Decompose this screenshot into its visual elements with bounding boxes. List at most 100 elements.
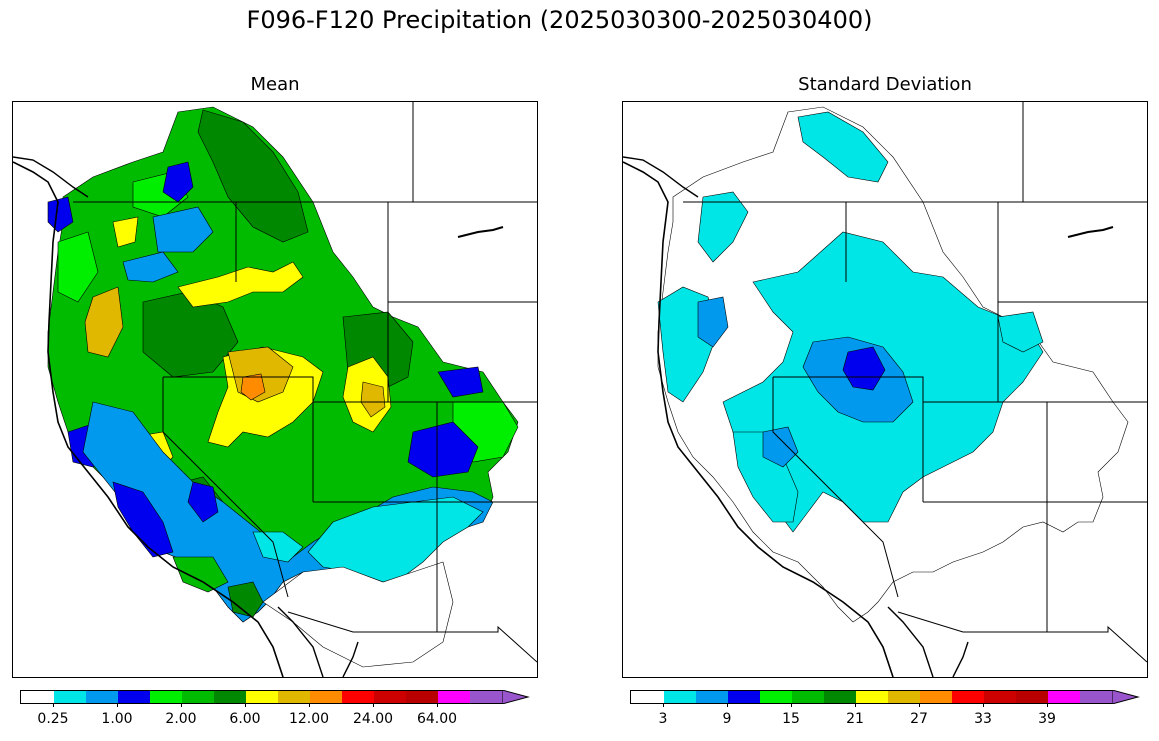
stddev-region-mediumblue-wa (697, 296, 729, 348)
stddev-tick-label-3: 21 (846, 711, 864, 727)
mean-map (12, 101, 538, 678)
stddev-tick-5 (983, 703, 984, 707)
stddev-colorbar (630, 690, 1114, 704)
stddev-colorbar-seg-6 (792, 691, 824, 703)
stddev-colorbar-seg-7 (824, 691, 856, 703)
mean-region-gold-oregon (84, 286, 124, 358)
stddev-colorbar-seg-14 (1048, 691, 1080, 703)
mean-tick-label-4: 12.00 (288, 711, 330, 727)
mean-colorbar-seg-10 (310, 691, 342, 703)
stddev-colorbar-extend-arrow (1112, 690, 1140, 704)
mean-region-cyan-south (252, 531, 304, 563)
stddev-tick-6 (1047, 703, 1048, 707)
stddev-tick-4 (919, 703, 920, 707)
mean-baja-coast (277, 606, 324, 677)
mean-region-blue-socal (112, 481, 174, 558)
stddev-colorbar-seg-11 (952, 691, 984, 703)
stddev-region-cyan-north (797, 111, 889, 183)
mean-region-blue-nw1 (162, 161, 194, 203)
stddev-colorbar-seg-12 (984, 691, 1016, 703)
mean-region-blue-socal2 (187, 481, 219, 523)
stddev-colorbar-seg-3 (696, 691, 728, 703)
mean-colorbar-seg-14 (438, 691, 470, 703)
stddev-colorbar-seg-9 (888, 691, 920, 703)
stddev-region-cyan-wa (697, 191, 749, 263)
mean-panel-title: Mean (250, 74, 300, 95)
mean-tick-label-0: 0.25 (37, 711, 69, 727)
mean-colorbar-seg-1 (21, 691, 54, 703)
mean-region-blue-east (407, 421, 479, 478)
stddev-tick-label-6: 39 (1038, 711, 1056, 727)
stddev-colorbar-seg-4 (728, 691, 760, 703)
stddev-map (622, 101, 1148, 678)
mean-colorbar-seg-13 (406, 691, 438, 703)
stddev-colorbar-seg-13 (1016, 691, 1048, 703)
figure-title: F096-F120 Precipitation (2025030300-2025… (246, 6, 873, 34)
mean-region-yellow-idaho (177, 261, 304, 308)
stddev-colorbar-seg-15 (1080, 691, 1112, 703)
mean-tick-2 (181, 703, 182, 707)
mean-great-lakes-fragment (457, 226, 504, 238)
mean-colorbar-seg-15 (470, 691, 502, 703)
stddev-colorbar-seg-8 (856, 691, 888, 703)
mean-region-darkgreen-north (197, 109, 309, 243)
stddev-colorbar-seg-10 (920, 691, 952, 703)
stddev-tick-0 (663, 703, 664, 707)
mean-region-green-socal (172, 556, 229, 593)
mean-tick-label-5: 24.00 (352, 711, 394, 727)
mean-region-lightgreen-coast (57, 231, 99, 303)
stddev-colorbar-seg-5 (760, 691, 792, 703)
mean-colorbar-seg-8 (246, 691, 278, 703)
mean-region-white-desert (262, 561, 454, 668)
mean-tick-0 (53, 703, 54, 707)
stddev-great-lakes-fragment (1067, 226, 1114, 238)
mean-coastline (13, 161, 284, 677)
stddev-colorbar-seg-1 (631, 691, 664, 703)
stddev-tick-label-2: 15 (782, 711, 800, 727)
mean-tick-4 (309, 703, 310, 707)
mean-tick-3 (245, 703, 246, 707)
mean-colorbar-seg-11 (342, 691, 374, 703)
mean-tick-1 (117, 703, 118, 707)
mean-region-mediumblue-nw (152, 206, 214, 253)
mean-map-svg (13, 102, 537, 677)
mean-colorbar-seg-2 (54, 691, 86, 703)
stddev-region-blue-core (842, 346, 886, 391)
mean-colorbar-seg-9 (278, 691, 310, 703)
stddev-tick-label-4: 27 (910, 711, 928, 727)
stddev-colorbar-seg-2 (664, 691, 696, 703)
stddev-vancouver-island (623, 156, 699, 198)
mean-tick-label-2: 2.00 (165, 711, 197, 727)
mean-region-darkgreen-la (227, 581, 264, 618)
stddev-tick-label-0: 3 (658, 711, 668, 727)
mean-region-blue-coast (47, 196, 74, 233)
mean-tick-5 (373, 703, 374, 707)
stddev-map-svg (623, 102, 1147, 677)
mean-vancouver-island (13, 156, 89, 198)
mean-colorbar-seg-5 (150, 691, 182, 703)
mean-region-orange-center (240, 373, 266, 401)
mean-colorbar-seg-3 (86, 691, 118, 703)
stddev-tick-2 (791, 703, 792, 707)
mean-tick-label-6: 64.00 (416, 711, 458, 727)
mean-gulf-coast (342, 641, 359, 677)
stddev-state-borders (683, 102, 1147, 663)
mean-tick-label-3: 6.00 (229, 711, 261, 727)
stddev-gulf-coast (952, 641, 969, 677)
mean-tick-6 (437, 703, 438, 707)
stddev-panel-title: Standard Deviation (798, 74, 972, 95)
mean-region-cyan-southeast (307, 496, 484, 583)
stddev-tick-label-1: 9 (722, 711, 732, 727)
mean-colorbar-seg-7 (214, 691, 246, 703)
stddev-tick-label-5: 33 (974, 711, 992, 727)
mean-region-mediumblue-wa (122, 251, 179, 283)
stddev-baja-coast (887, 606, 934, 677)
mean-tick-label-1: 1.00 (101, 711, 133, 727)
stddev-tick-3 (855, 703, 856, 707)
mean-region-blue-northeast (437, 366, 484, 398)
mean-colorbar-seg-6 (182, 691, 214, 703)
stddev-region-mediumblue-sierra (762, 426, 799, 468)
mean-colorbar (20, 690, 504, 704)
stddev-tick-1 (727, 703, 728, 707)
stddev-coastline (623, 161, 894, 677)
